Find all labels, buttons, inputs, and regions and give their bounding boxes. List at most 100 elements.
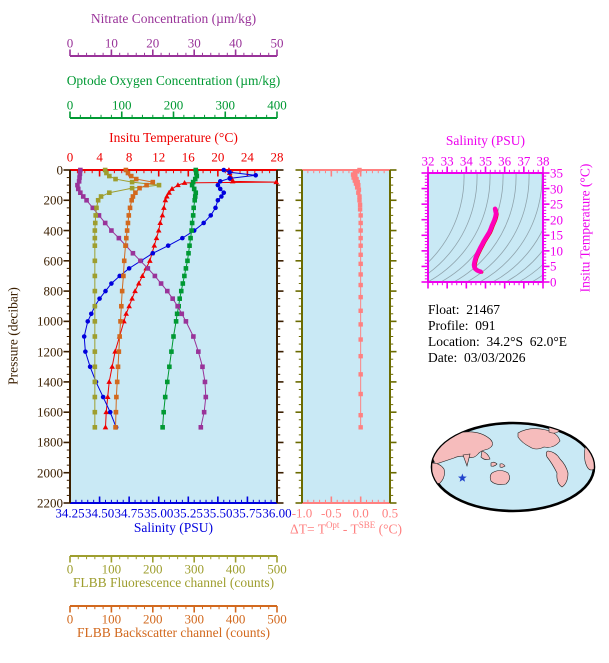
temperature-tick-label: 24: [240, 149, 254, 165]
ts-temperature-right-tick-label: 25: [550, 196, 563, 212]
pressure-right-axis: [276, 169, 284, 504]
pressure-tick-label: 2200: [37, 495, 63, 511]
ts-temperature-right-tick-label: 0: [550, 274, 557, 290]
backscatter-axis-title: FLBB Backscatter channel (counts): [76, 625, 271, 640]
ts-curve-series: [471, 206, 499, 274]
pressure-tick-label: 1600: [37, 404, 63, 420]
ts-salinity-bottom-axis: [427, 281, 544, 289]
salinity-tick-label: 36.00: [262, 505, 292, 521]
dt-profile-series: [350, 167, 363, 430]
pressure-tick-label: 1400: [37, 374, 63, 390]
temperature-axis-title: Insitu Temperature (°C): [109, 130, 238, 145]
ts-salinity-top-tick-label: 38: [536, 153, 550, 169]
fluorescence-tick-label: 0: [66, 561, 74, 577]
fluorescence-tick-label: 100: [101, 561, 122, 577]
salinity-tick-label: 35.50: [203, 505, 233, 521]
nitrate-axis-title: Nitrate Concentration (µm/kg): [90, 11, 257, 26]
fluorescence-tick-label: 300: [184, 561, 204, 577]
ts-salinity-top-tick-label: 36: [498, 153, 512, 169]
float-id-row: Float: 21467: [428, 302, 567, 318]
temperature-tick-label: 16: [181, 149, 195, 165]
ts-salinity-top-tick-label: 32: [421, 153, 435, 169]
date-value: 03/03/2026: [464, 350, 526, 365]
world-map: [430, 421, 596, 513]
oxygen-tick-label: 100: [112, 97, 132, 113]
backscatter-tick-label: 500: [267, 611, 287, 627]
salinity-tick-label: 35.75: [232, 505, 263, 521]
location-value: 34.2°S 62.0°E: [486, 334, 568, 349]
date-label: Date:: [428, 350, 458, 365]
nitrate-axis: [69, 49, 278, 57]
pressure-tick-label: 0: [56, 162, 64, 178]
nitrate-tick-label: 10: [104, 35, 118, 51]
delta-t-bottom-tick-label: -0.5: [321, 505, 342, 521]
delta-t-bottom-tick-label: 0.5: [381, 505, 399, 521]
ts-salinity-top-tick-label: 35: [479, 153, 492, 169]
delta-t-plot-background: [302, 170, 390, 503]
nitrate-tick-label: 50: [270, 35, 284, 51]
salinity-tick-label: 34.75: [114, 505, 144, 521]
pressure-tick-label: 1200: [37, 344, 63, 360]
fluorescence-axis-title: FLBB Fluorescence channel (counts): [72, 575, 275, 590]
nitrate-tick-label: 20: [146, 35, 160, 51]
temperature-tick-label: 28: [270, 149, 284, 165]
fluorescence-tick-label: 500: [267, 561, 287, 577]
delta-t-left-axis: [295, 169, 303, 504]
salinity-tick-label: 35.25: [173, 505, 203, 521]
ts-salinity-top-axis: [427, 166, 544, 174]
ts-temperature-right-tick-label: 30: [550, 181, 563, 197]
float-location-star: [458, 473, 467, 482]
salinity-axis-title: Salinity (PSU): [133, 520, 214, 535]
pressure-tick-label: 400: [43, 223, 64, 239]
delta-t-bottom-tick-label: -1.0: [291, 505, 313, 521]
nitrate-tick-label: 40: [229, 35, 243, 51]
oxygen-axis-title: Optode Oxygen Concentration (µm/kg): [66, 73, 281, 88]
oxygen-tick-label: 0: [66, 97, 74, 113]
backscatter-profile-series: [113, 167, 156, 430]
salinity-tick-label: 34.50: [84, 505, 115, 521]
pressure-tick-label: 800: [43, 283, 64, 299]
temperature-tick-label: 20: [211, 149, 225, 165]
ts-salinity-top-tick-label: 37: [517, 153, 531, 169]
delta-t-bottom-tick-label: 0.0: [352, 505, 369, 521]
profile-number-value: 091: [475, 318, 496, 333]
oxygen-tick-label: 400: [267, 97, 287, 113]
pressure-tick-label: 600: [43, 253, 64, 269]
delta-t-right-axis: [389, 169, 397, 504]
location-row: Location: 34.2°S 62.0°E: [428, 334, 567, 350]
date-row: Date: 03/03/2026: [428, 350, 567, 366]
pressure-tick-label: 1800: [37, 434, 63, 450]
ts-temperature-right-tick-label: 20: [550, 212, 563, 228]
float-id-label: Float:: [428, 302, 460, 317]
temperature-tick-label: 12: [152, 149, 166, 165]
backscatter-tick-label: 100: [101, 611, 122, 627]
ts-temperature-right-tick-label: 35: [550, 165, 563, 181]
backscatter-tick-label: 400: [225, 611, 246, 627]
ts-salinity-top-tick-label: 34: [459, 153, 473, 169]
backscatter-axis: [69, 605, 278, 613]
float-info: Float: 21467 Profile: 091 Location: 34.2…: [428, 302, 567, 366]
fluorescence-tick-label: 200: [143, 561, 163, 577]
pressure-axis-title: Pressure (decibar): [5, 287, 21, 385]
backscatter-tick-label: 0: [66, 611, 74, 627]
oxygen-axis: [69, 111, 278, 119]
ts-temperature-right-tick-label: 5: [550, 258, 557, 274]
nitrate-tick-label: 0: [66, 35, 74, 51]
ts-salinity-top-tick-label: 33: [440, 153, 454, 169]
temperature-tick-label: 4: [96, 149, 103, 165]
salinity-tick-label: 35.00: [144, 505, 174, 521]
backscatter-tick-label: 200: [143, 611, 163, 627]
oxygen-tick-label: 200: [163, 97, 184, 113]
fluorescence-axis: [69, 555, 278, 563]
ts-temperature-right-tick-label: 15: [550, 227, 563, 243]
ts-temperature-axis-title: Insitu Temperature (°C): [577, 163, 593, 293]
temperature-tick-label: 0: [66, 149, 74, 165]
ts-temperature-right-tick-label: 10: [550, 243, 563, 259]
pressure-tick-label: 1000: [37, 313, 63, 329]
pressure-axis: [63, 169, 71, 504]
ts-salinity-axis-title: Salinity (PSU): [445, 133, 526, 148]
backscatter-tick-label: 300: [184, 611, 204, 627]
ts-temperature-right-axis: [542, 172, 550, 283]
